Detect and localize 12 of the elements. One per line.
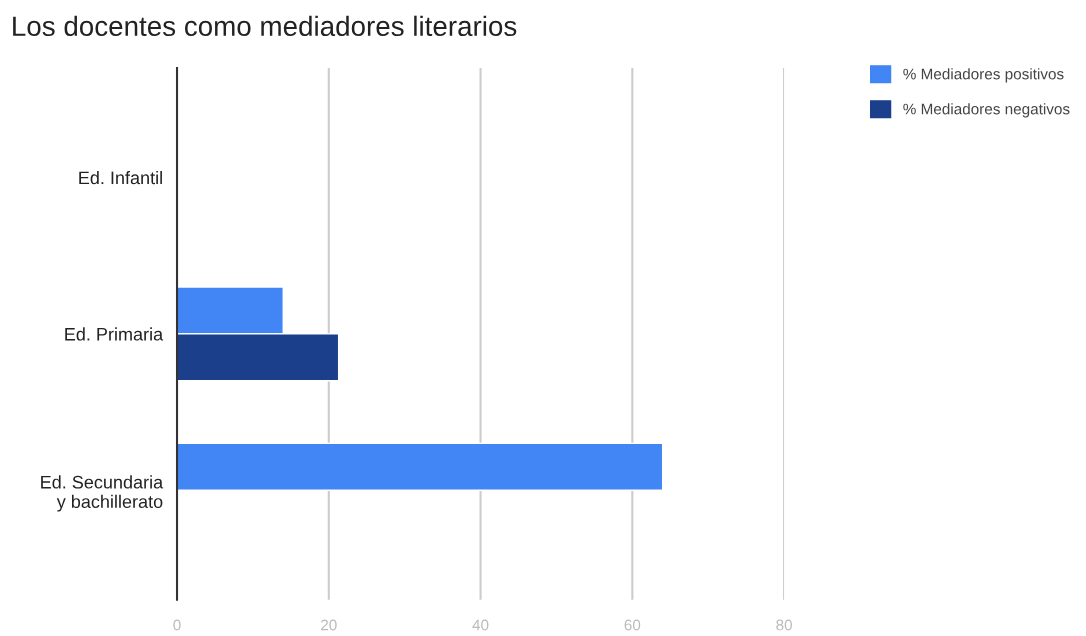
- x-tick-label: 80: [776, 619, 792, 631]
- bar: [177, 442, 664, 491]
- x-tick-label: 0: [173, 619, 181, 631]
- y-tick-label: Ed. Primaria: [65, 327, 164, 341]
- x-tick-label: 20: [321, 619, 337, 631]
- legend-label: % Mediadores positivos: [903, 68, 1064, 83]
- legend-label: % Mediadores negativos: [903, 103, 1070, 118]
- chart-title: Los docentes como mediadores literarios: [13, 15, 517, 37]
- x-tick-label: 60: [624, 619, 641, 631]
- x-tick-label: 40: [472, 619, 489, 631]
- y-tick-label: Ed. Infantil: [79, 170, 162, 185]
- y-tick-label: Ed. Secundaria y bachillerato: [41, 475, 164, 512]
